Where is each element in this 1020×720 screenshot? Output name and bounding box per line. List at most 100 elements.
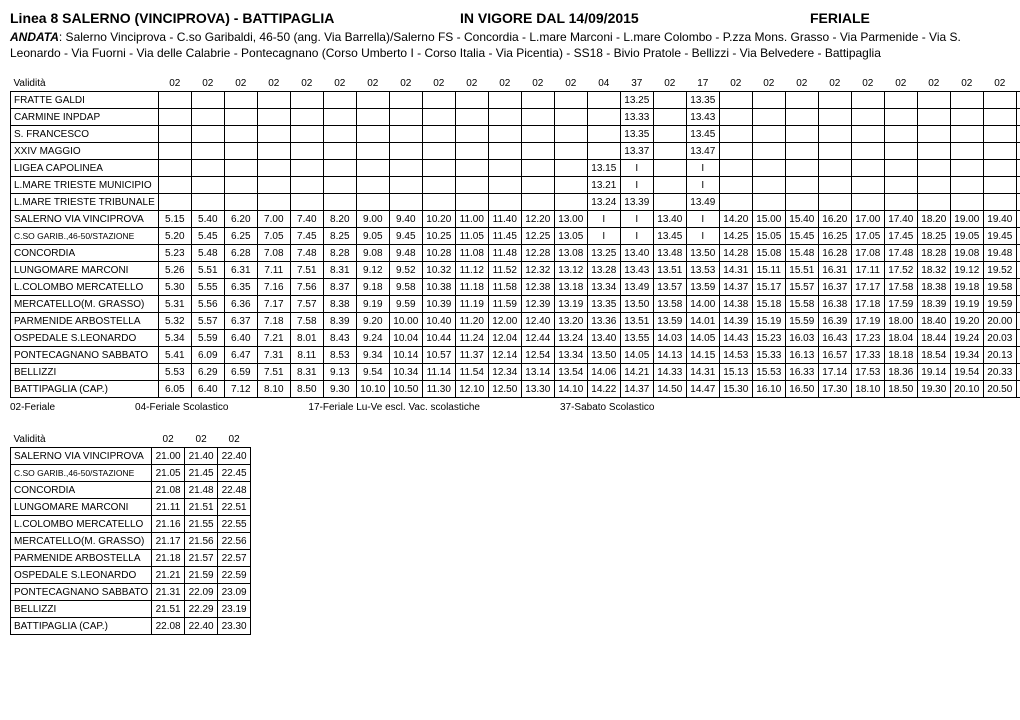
time-cell [950, 126, 983, 143]
time-cell: 13.47 [686, 143, 719, 160]
time-cell: 14.01 [686, 313, 719, 330]
time-cell: 13.05 [554, 228, 587, 245]
time-cell: 13.49 [686, 194, 719, 211]
time-cell: 7.56 [290, 279, 323, 296]
time-cell [851, 143, 884, 160]
time-cell: 12.32 [521, 262, 554, 279]
time-cell [488, 92, 521, 109]
time-cell: 13.55 [620, 330, 653, 347]
validity-code: 02 [191, 75, 224, 92]
time-cell: I [686, 160, 719, 177]
time-cell [1016, 143, 1020, 160]
stop-name: PARMENIDE ARBOSTELLA [11, 550, 152, 567]
stop-name: S. FRANCESCO [11, 126, 159, 143]
time-cell [917, 160, 950, 177]
time-cell [587, 126, 620, 143]
time-cell [224, 194, 257, 211]
time-cell [422, 92, 455, 109]
time-cell: 13.12 [554, 262, 587, 279]
time-cell [290, 177, 323, 194]
time-cell: 9.12 [356, 262, 389, 279]
time-cell [851, 109, 884, 126]
time-cell: 11.48 [488, 245, 521, 262]
time-cell [158, 92, 191, 109]
time-cell [521, 160, 554, 177]
validity-code: 02 [851, 75, 884, 92]
table-row: LUNGOMARE MARCONI21.1121.5122.51 [11, 499, 251, 516]
time-cell [158, 160, 191, 177]
time-cell: 6.25 [224, 228, 257, 245]
time-cell [587, 109, 620, 126]
time-cell [719, 126, 752, 143]
route-label: ANDATA [10, 30, 59, 44]
time-cell: 9.45 [389, 228, 422, 245]
time-cell: 21.17 [152, 533, 185, 550]
time-cell: 5.45 [191, 228, 224, 245]
time-cell: 19.14 [917, 364, 950, 381]
time-cell: 18.28 [917, 245, 950, 262]
time-cell: 15.48 [785, 245, 818, 262]
time-cell [191, 160, 224, 177]
time-cell: 19.40 [983, 211, 1016, 228]
time-cell: 21.08 [152, 482, 185, 499]
time-cell: 12.00 [488, 313, 521, 330]
stop-name: XXIV MAGGIO [11, 143, 159, 160]
time-cell [917, 177, 950, 194]
time-cell [257, 194, 290, 211]
time-cell: 14.37 [719, 279, 752, 296]
time-cell [818, 160, 851, 177]
time-cell [257, 92, 290, 109]
time-cell: 21.55 [185, 516, 218, 533]
validity-code: 02 [152, 431, 185, 448]
time-cell [983, 126, 1016, 143]
time-cell: 15.57 [785, 279, 818, 296]
time-cell [290, 143, 323, 160]
time-cell: 19.12 [950, 262, 983, 279]
time-cell [983, 160, 1016, 177]
time-cell: 10.40 [422, 313, 455, 330]
time-cell: 14.21 [620, 364, 653, 381]
time-cell: 20.52 [1016, 347, 1020, 364]
time-cell: 15.53 [752, 364, 785, 381]
table-row: SALERNO VIA VINCIPROVA21.0021.4022.40 [11, 448, 251, 465]
time-cell: 19.52 [983, 262, 1016, 279]
time-cell: 12.28 [521, 245, 554, 262]
time-cell [224, 92, 257, 109]
table-row: PONTECAGNANO SABBATO5.416.096.477.318.11… [11, 347, 1020, 364]
legend: 02-Feriale04-Feriale Scolastico17-Ferial… [10, 402, 1010, 413]
time-cell [257, 109, 290, 126]
time-cell: 18.10 [851, 381, 884, 398]
time-cell [290, 160, 323, 177]
time-cell [488, 160, 521, 177]
time-cell [653, 126, 686, 143]
time-cell: 8.25 [323, 228, 356, 245]
time-cell: 10.10 [356, 381, 389, 398]
time-cell [1016, 160, 1020, 177]
time-cell: 19.54 [950, 364, 983, 381]
stop-name: L.COLOMBO MERCATELLO [11, 279, 159, 296]
time-cell: 13.59 [686, 279, 719, 296]
time-cell [224, 177, 257, 194]
time-cell: 5.48 [191, 245, 224, 262]
time-cell [257, 126, 290, 143]
time-cell [521, 143, 554, 160]
validity-code: 02 [422, 75, 455, 92]
time-cell [422, 160, 455, 177]
validity-code: 04 [587, 75, 620, 92]
time-cell: 5.31 [158, 296, 191, 313]
time-cell: I [686, 177, 719, 194]
validity-code: 02 [257, 75, 290, 92]
time-cell: 6.37 [224, 313, 257, 330]
table-row: CARMINE INPDAP13.3313.43 [11, 109, 1020, 126]
time-cell: 13.58 [653, 296, 686, 313]
time-cell: 6.59 [224, 364, 257, 381]
timetable-main: Validità02020202020202020202020202043702… [10, 75, 1020, 398]
validity-code: 02 [950, 75, 983, 92]
table-row: L.COLOMBO MERCATELLO21.1621.5522.55 [11, 516, 251, 533]
time-cell: 15.45 [785, 228, 818, 245]
time-cell: 17.52 [884, 262, 917, 279]
time-cell: 10.57 [422, 347, 455, 364]
time-cell: 18.32 [917, 262, 950, 279]
time-cell: 6.05 [158, 381, 191, 398]
time-cell: 12.38 [521, 279, 554, 296]
